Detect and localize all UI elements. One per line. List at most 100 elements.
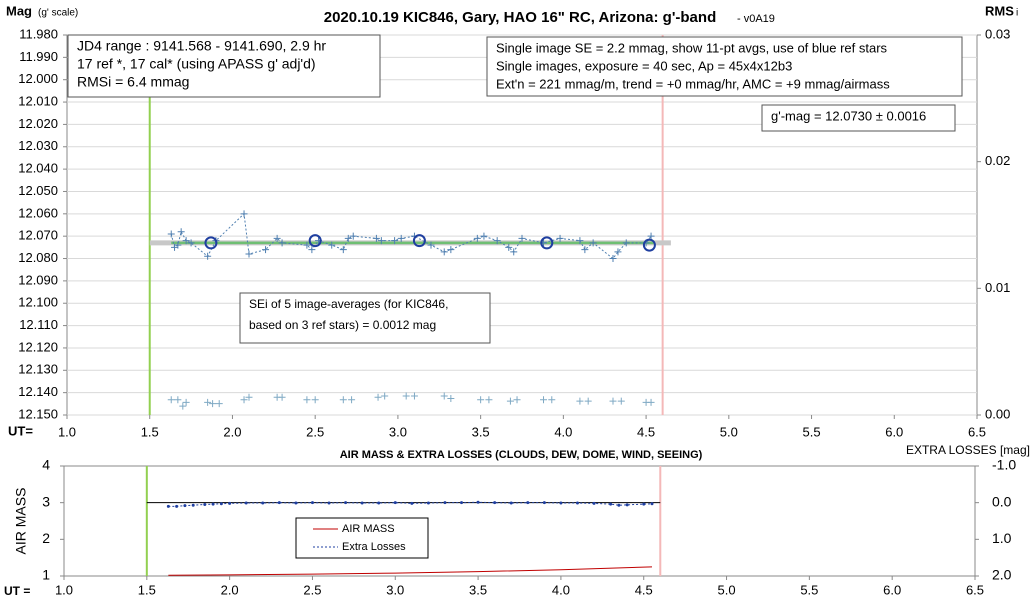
data-point (410, 392, 418, 400)
x-tick-label: 6.0 (885, 424, 903, 439)
data-point (443, 501, 447, 505)
data-point (215, 400, 223, 408)
x-tick-label: 1.0 (58, 424, 76, 439)
y-tick-label: 12.130 (18, 362, 58, 377)
y-tick-label: 4 (42, 457, 50, 473)
x-tick-label: 2.0 (221, 582, 239, 597)
y2-tick-label: 1.0 (992, 530, 1012, 546)
data-point (575, 501, 579, 505)
chart-title: AIR MASS & EXTRA LOSSES (CLOUDS, DEW, DO… (340, 449, 703, 461)
data-point (245, 250, 253, 258)
data-point (480, 232, 488, 240)
y2-tick-label: 2.0 (992, 567, 1012, 583)
y-tick-label: 12.100 (18, 295, 58, 310)
data-point (556, 234, 564, 242)
data-point (609, 255, 617, 263)
data-point (174, 396, 182, 404)
data-point (625, 503, 629, 507)
data-point (191, 503, 195, 507)
y2-tick-label: 0.0 (992, 493, 1012, 509)
chart-subtitle: - v0A19 (737, 13, 775, 25)
data-point (308, 246, 316, 254)
data-point (303, 241, 311, 249)
data-point (505, 243, 513, 251)
data-point (513, 396, 521, 404)
data-point (167, 396, 175, 404)
y-tick-label: 12.060 (18, 205, 58, 220)
data-point (589, 239, 597, 247)
data-point (506, 397, 514, 405)
data-point (167, 230, 175, 238)
y2-axis-label: EXTRA LOSSES [mag] (906, 443, 1030, 457)
x-tick-label: 3.0 (389, 424, 407, 439)
y-axis-label: AIR MASS (13, 488, 29, 555)
x-tick-label: 3.5 (469, 582, 487, 597)
data-point (328, 241, 336, 249)
x-tick-label: 5.0 (718, 582, 736, 597)
data-point (447, 246, 455, 254)
data-point (204, 252, 212, 260)
data-point (440, 392, 448, 400)
y-tick-label: 12.140 (18, 384, 58, 399)
y-tick-label: 12.070 (18, 228, 58, 243)
data-point (460, 501, 464, 505)
data-point (244, 501, 248, 505)
x-axis-label: UT = (4, 584, 30, 598)
y-tick-label: 2 (42, 530, 50, 546)
y-tick-label: 12.010 (18, 93, 58, 108)
annotation-text: Single images, exposure = 40 sec, Ap = 4… (496, 58, 792, 73)
data-point (349, 232, 357, 240)
data-point (473, 234, 481, 242)
y-tick-label: 3 (42, 493, 50, 509)
plot-area (63, 465, 976, 577)
data-point (204, 398, 212, 406)
data-point (485, 396, 493, 404)
y2-tick-label: 0.00 (985, 406, 1010, 421)
x-tick-label: 5.5 (803, 424, 821, 439)
data-point (581, 246, 589, 254)
data-point (609, 502, 613, 506)
x-tick-label: 5.0 (720, 424, 738, 439)
data-point (427, 241, 435, 249)
data-point (344, 501, 348, 505)
legend-label: Extra Losses (342, 541, 406, 553)
x-axis-label: UT= (8, 423, 33, 438)
data-point (617, 503, 621, 507)
y-axis-label-note: (g' scale) (38, 8, 78, 19)
y2-axis-label-note: i (1016, 8, 1018, 19)
data-point (559, 501, 563, 505)
data-point (348, 396, 356, 404)
annotation-box (486, 36, 963, 97)
data-point (393, 501, 397, 505)
annotation-box (67, 34, 381, 98)
data-point (303, 396, 311, 404)
data-point (240, 210, 248, 218)
data-point (614, 248, 622, 256)
data-point (650, 502, 654, 506)
y-tick-label: 1 (42, 567, 50, 583)
chart-title: 2020.10.19 KIC846, Gary, HAO 16" RC, Ari… (324, 9, 716, 26)
data-point (410, 501, 414, 505)
y2-tick-label: 0.03 (985, 26, 1010, 41)
data-point (381, 392, 389, 400)
data-point (262, 246, 270, 254)
annotation-box (761, 104, 956, 132)
annotation-text: based on 3 ref stars) = 0.0012 mag (249, 318, 436, 332)
y-tick-label: 11.990 (19, 49, 58, 64)
x-tick-label: 2.5 (303, 582, 321, 597)
data-point (592, 501, 596, 505)
y-tick-label: 12.030 (18, 138, 58, 153)
data-point (278, 393, 286, 401)
data-point (175, 504, 179, 508)
data-point (310, 501, 314, 505)
data-point (174, 241, 182, 249)
data-point (166, 504, 170, 508)
data-point (182, 398, 190, 406)
data-point (278, 239, 286, 247)
data-point (609, 397, 617, 405)
x-tick-label: 4.0 (552, 582, 570, 597)
data-point (447, 395, 455, 403)
data-point (203, 503, 207, 506)
data-point (374, 393, 382, 401)
